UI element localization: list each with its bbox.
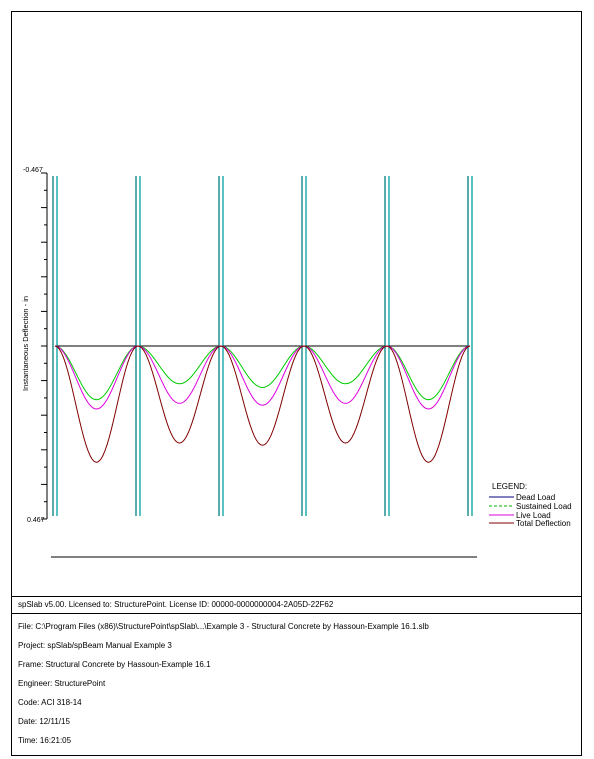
curve-live — [54, 345, 471, 410]
license-bar: spSlab v5.00. Licensed to: StructurePoin… — [11, 596, 582, 614]
legend-label-live: Live Load — [516, 511, 551, 520]
frame-name: Frame: Structural Concrete by Hassoun-Ex… — [18, 660, 211, 669]
deflection-curves — [54, 345, 471, 463]
curve-total — [54, 345, 471, 463]
legend-title: LEGEND: — [492, 482, 527, 491]
report-info: File: C:\Program Files (x86)\StructurePo… — [18, 622, 429, 755]
legend: LEGEND: Dead Load Sustained Load Live Lo… — [489, 482, 572, 528]
legend-label-total: Total Deflection — [516, 519, 571, 528]
y-axis-title: Instantaneous Deflection - in — [21, 296, 30, 391]
curve-sustained — [54, 345, 471, 401]
legend-label-dead: Dead Load — [516, 493, 555, 502]
page-frame — [11, 11, 582, 756]
design-code: Code: ACI 318-14 — [18, 698, 82, 707]
report-date: Date: 12/11/15 — [18, 717, 70, 726]
deflection-chart: -0.467 0.467 Instantaneous Deflection - … — [21, 167, 572, 558]
file-path: File: C:\Program Files (x86)\StructurePo… — [18, 622, 429, 631]
report-time: Time: 16:21:05 — [18, 736, 72, 745]
y-top-tick-label: -0.467 — [23, 167, 43, 174]
y-bottom-tick-label: 0.467 — [27, 517, 45, 524]
y-axis — [41, 172, 48, 520]
engineer-name: Engineer: StructurePoint — [18, 679, 106, 688]
project-name: Project: spSlab/spBeam Manual Example 3 — [18, 641, 172, 650]
legend-label-sustained: Sustained Load — [516, 502, 572, 511]
